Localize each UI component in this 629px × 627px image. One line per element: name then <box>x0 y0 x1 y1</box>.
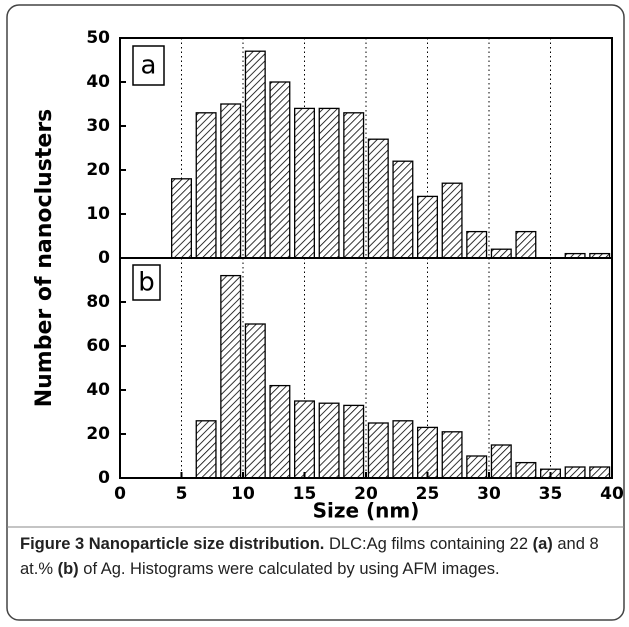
figure-border <box>6 4 625 621</box>
y-tick-label: 10 <box>86 204 110 224</box>
bar <box>269 384 291 479</box>
x-tick-label: 10 <box>231 484 255 504</box>
bar <box>294 400 315 479</box>
panel-label: b <box>138 268 155 298</box>
bar <box>318 107 340 259</box>
bar <box>392 160 414 259</box>
panel-label-box <box>132 45 165 86</box>
y-tick-label: 0 <box>98 248 110 268</box>
y-tick-label: 40 <box>86 380 110 400</box>
panel-label: a <box>141 51 157 81</box>
caption-title: Figure 3 Nanoparticle size distribution. <box>20 535 325 553</box>
bar <box>294 107 315 259</box>
bar <box>441 431 463 479</box>
bar <box>367 138 389 259</box>
panel-label-box <box>132 264 161 301</box>
x-tick-label: 35 <box>539 484 563 504</box>
y-tick-label: 30 <box>86 116 110 136</box>
x-axis-label: Size (nm) <box>313 499 420 523</box>
caption-text: of Ag. Histograms were calculated by usi… <box>78 560 500 578</box>
y-tick-label: 50 <box>86 28 110 48</box>
x-tick-label: 0 <box>114 484 126 504</box>
x-tick-label: 20 <box>354 484 378 504</box>
bar <box>466 230 488 259</box>
y-tick-label: 40 <box>86 72 110 92</box>
y-tick-label: 0 <box>98 468 110 488</box>
y-tick-label: 20 <box>86 424 110 444</box>
bar <box>195 112 217 259</box>
bar <box>564 466 586 479</box>
caption: Figure 3 Nanoparticle size distribution.… <box>20 532 615 582</box>
bar <box>515 230 537 259</box>
x-tick-label: 25 <box>416 484 440 504</box>
x-tick-label: 15 <box>293 484 317 504</box>
caption-text: DLC:Ag films containing 22 <box>328 535 533 553</box>
bar <box>417 426 438 479</box>
bar <box>269 81 291 259</box>
x-tick-label: 40 <box>600 484 624 504</box>
bar <box>343 112 365 259</box>
caption-text: (a) <box>532 535 553 553</box>
bar <box>490 248 512 259</box>
y-tick-label: 60 <box>86 336 110 356</box>
bar <box>392 420 414 479</box>
bar <box>244 50 266 259</box>
bar <box>195 420 217 479</box>
bar <box>244 323 266 479</box>
bar <box>490 444 512 479</box>
caption-text: and 8 at.% <box>20 535 599 578</box>
y-tick-label: 20 <box>86 160 110 180</box>
y-axis-label: Number of nanoclusters <box>32 109 57 408</box>
bar <box>515 461 537 479</box>
y-tick-label: 80 <box>86 292 110 312</box>
bar <box>220 103 242 259</box>
bar <box>343 404 365 479</box>
bar <box>589 466 611 479</box>
bar <box>220 274 242 479</box>
x-tick-label: 30 <box>477 484 501 504</box>
x-tick-label: 5 <box>176 484 188 504</box>
bar <box>367 422 389 479</box>
bar <box>318 402 340 479</box>
bar <box>417 195 438 259</box>
bar <box>466 455 488 479</box>
bar <box>441 182 463 259</box>
bar <box>171 178 192 259</box>
caption-text: (b) <box>57 560 79 578</box>
